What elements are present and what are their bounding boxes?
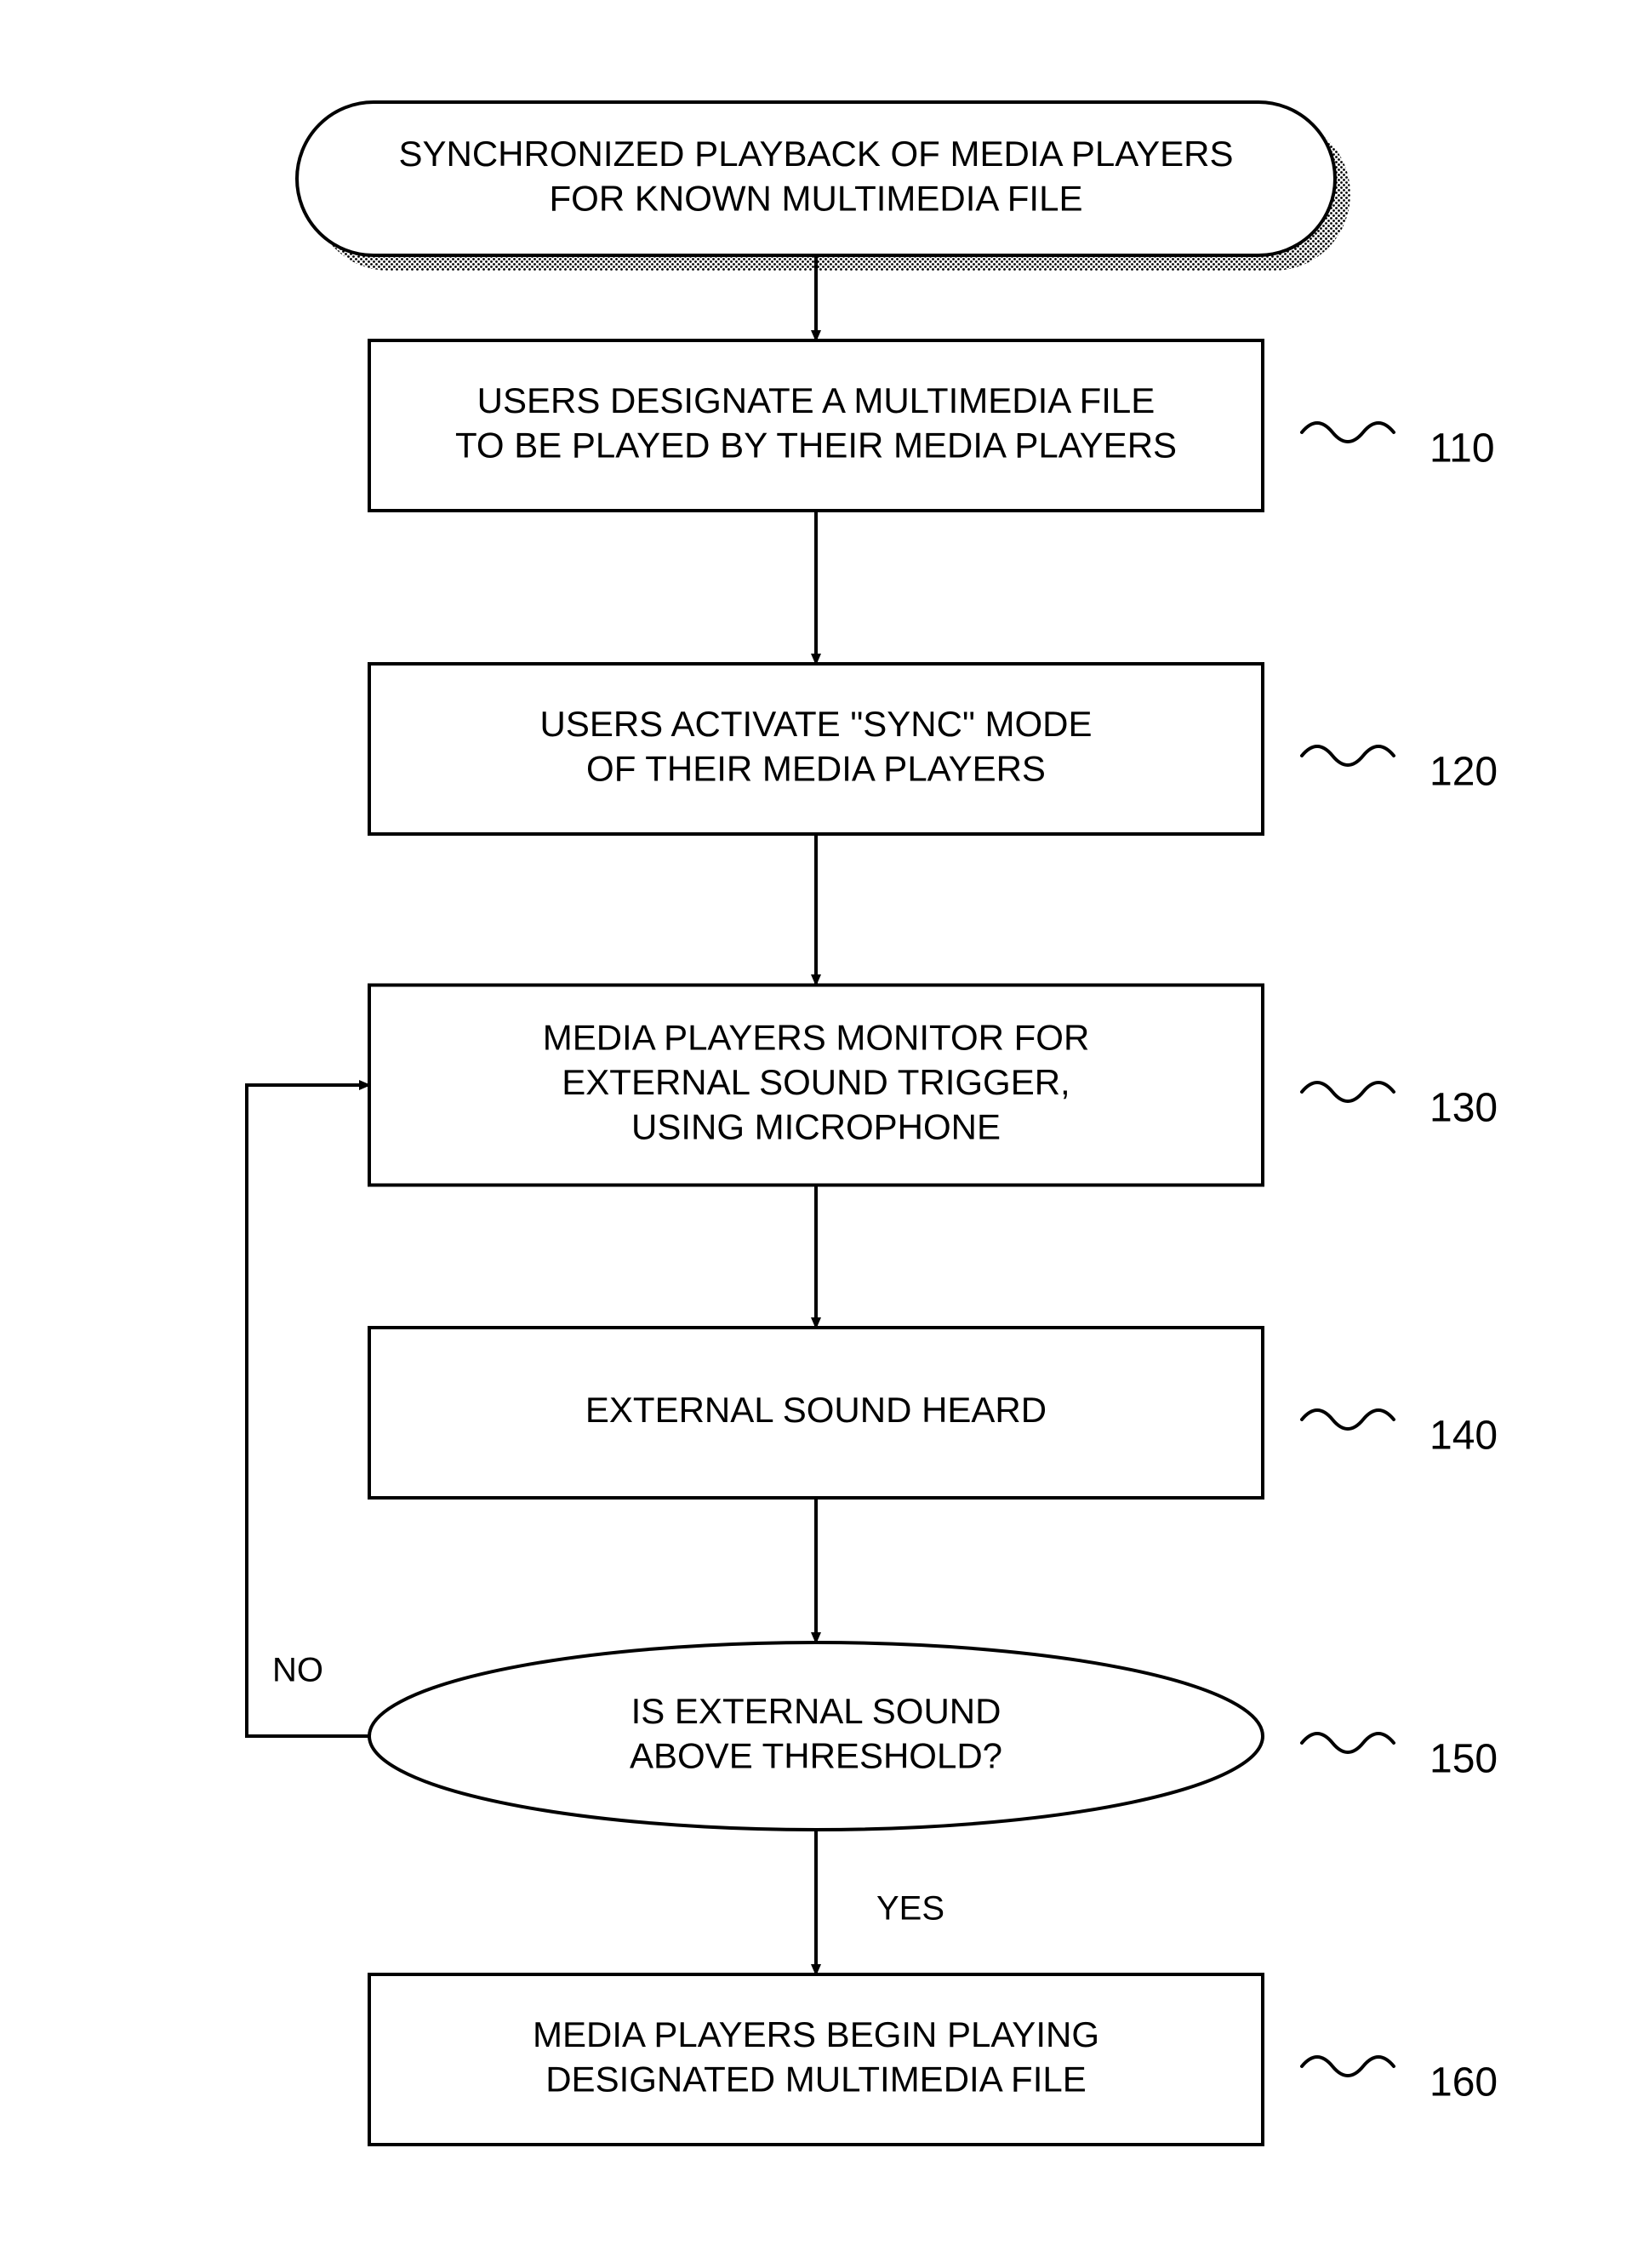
node-text-title-1: FOR KNOWN MULTIMEDIA FILE — [550, 178, 1083, 218]
ref-n130: 130 — [1429, 1086, 1498, 1131]
edge-label-5: YES — [876, 1890, 944, 1928]
squiggle-n130 — [1302, 1083, 1394, 1101]
edge-n150-n130 — [247, 1085, 369, 1736]
squiggle-n160 — [1302, 2057, 1394, 2076]
node-text-n150-0: IS EXTERNAL SOUND — [631, 1691, 1001, 1731]
ref-n150: 150 — [1429, 1737, 1498, 1782]
squiggle-n120 — [1302, 746, 1394, 765]
node-text-n150-1: ABOVE THRESHOLD? — [630, 1735, 1002, 1775]
node-text-n160-1: DESIGNATED MULTIMEDIA FILE — [545, 2059, 1087, 2099]
node-text-n120-1: OF THEIR MEDIA PLAYERS — [586, 748, 1046, 788]
node-text-n140-0: EXTERNAL SOUND HEARD — [585, 1390, 1047, 1430]
node-text-n110-0: USERS DESIGNATE A MULTIMEDIA FILE — [477, 380, 1156, 420]
ref-n140: 140 — [1429, 1414, 1498, 1459]
ref-n160: 160 — [1429, 2060, 1498, 2105]
flowchart: SYNCHRONIZED PLAYBACK OF MEDIA PLAYERSFO… — [0, 0, 1632, 2268]
node-text-n120-0: USERS ACTIVATE "SYNC" MODE — [539, 704, 1092, 744]
squiggle-n110 — [1302, 423, 1394, 442]
node-text-title-0: SYNCHRONIZED PLAYBACK OF MEDIA PLAYERS — [398, 134, 1233, 174]
node-text-n110-1: TO BE PLAYED BY THEIR MEDIA PLAYERS — [455, 425, 1177, 465]
squiggle-n140 — [1302, 1410, 1394, 1429]
node-text-n160-0: MEDIA PLAYERS BEGIN PLAYING — [533, 2014, 1099, 2054]
node-text-n130-1: EXTERNAL SOUND TRIGGER, — [562, 1062, 1070, 1102]
ref-n120: 120 — [1429, 750, 1498, 795]
node-text-n130-0: MEDIA PLAYERS MONITOR FOR — [543, 1018, 1090, 1058]
squiggle-n150 — [1302, 1734, 1394, 1752]
edge-label-6: NO — [272, 1652, 323, 1689]
node-text-n130-2: USING MICROPHONE — [631, 1107, 1001, 1147]
ref-n110: 110 — [1429, 426, 1495, 471]
